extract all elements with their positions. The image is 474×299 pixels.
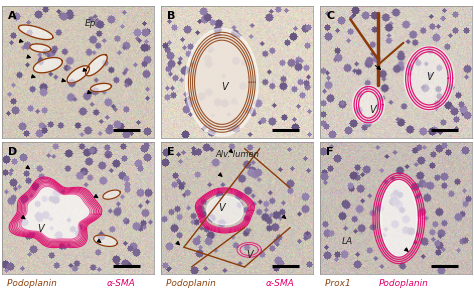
Text: E: E [167,147,175,157]
Text: Podoplanin: Podoplanin [7,279,60,288]
Polygon shape [33,57,63,73]
Text: α-SMA: α-SMA [266,279,294,288]
Text: A: A [9,11,17,21]
Text: B: B [167,11,175,21]
Text: Ep: Ep [84,19,96,28]
Text: F: F [326,147,334,157]
Text: Prox1: Prox1 [325,279,353,288]
Polygon shape [381,180,417,257]
Text: Podoplanin: Podoplanin [379,279,429,288]
Text: α-SMA: α-SMA [107,279,136,288]
Text: V: V [370,105,376,115]
Polygon shape [191,36,252,128]
Text: LYVE-1: LYVE-1 [7,143,37,152]
Text: V: V [221,82,228,92]
Polygon shape [353,86,384,124]
Polygon shape [185,28,258,136]
Text: D: D [9,147,18,157]
Text: α-SMA: α-SMA [425,143,453,152]
Polygon shape [103,190,120,199]
Polygon shape [86,54,107,76]
Polygon shape [404,46,454,111]
Polygon shape [18,184,93,241]
Text: Podoplanin: Podoplanin [166,279,219,288]
Text: LYVE-1: LYVE-1 [166,143,196,152]
Text: LA: LA [342,237,353,246]
Text: V: V [219,202,225,213]
Text: Podoplanin: Podoplanin [325,143,377,152]
Text: V: V [37,224,44,234]
Text: V: V [246,250,253,260]
Polygon shape [91,83,111,92]
Polygon shape [30,44,51,52]
Polygon shape [94,235,118,246]
Polygon shape [207,196,243,225]
Text: V: V [426,72,432,82]
Text: Alv. lumen: Alv. lumen [215,150,259,159]
Text: C: C [326,11,334,21]
Polygon shape [18,25,53,39]
Polygon shape [67,66,90,83]
